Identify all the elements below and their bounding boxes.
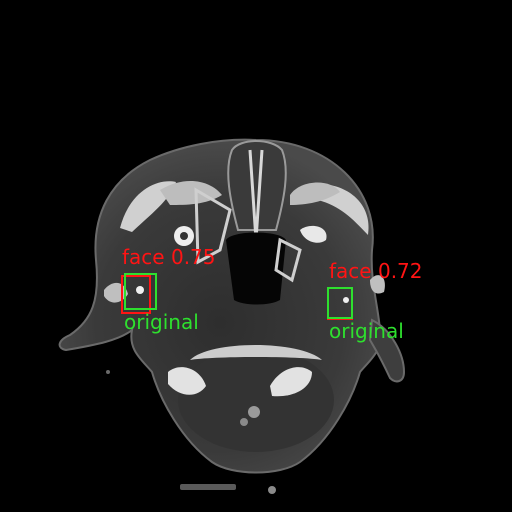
airway (226, 232, 286, 305)
petrous-left (168, 367, 206, 395)
ground-truth-box (124, 273, 157, 310)
ground-truth-label: original (329, 319, 404, 343)
posterior-fossa (178, 348, 334, 452)
prediction-label: face 0.75 (122, 245, 216, 269)
nasal-region (227, 140, 287, 231)
scanner-table (180, 484, 236, 490)
prediction-label: face 0.72 (329, 259, 423, 283)
petrous-right (270, 367, 312, 397)
prediction-box (121, 275, 151, 314)
ground-truth-box (327, 287, 353, 319)
ear-right (368, 318, 406, 383)
bone-right-wing (300, 225, 327, 243)
ground-truth-label: original (124, 310, 199, 334)
